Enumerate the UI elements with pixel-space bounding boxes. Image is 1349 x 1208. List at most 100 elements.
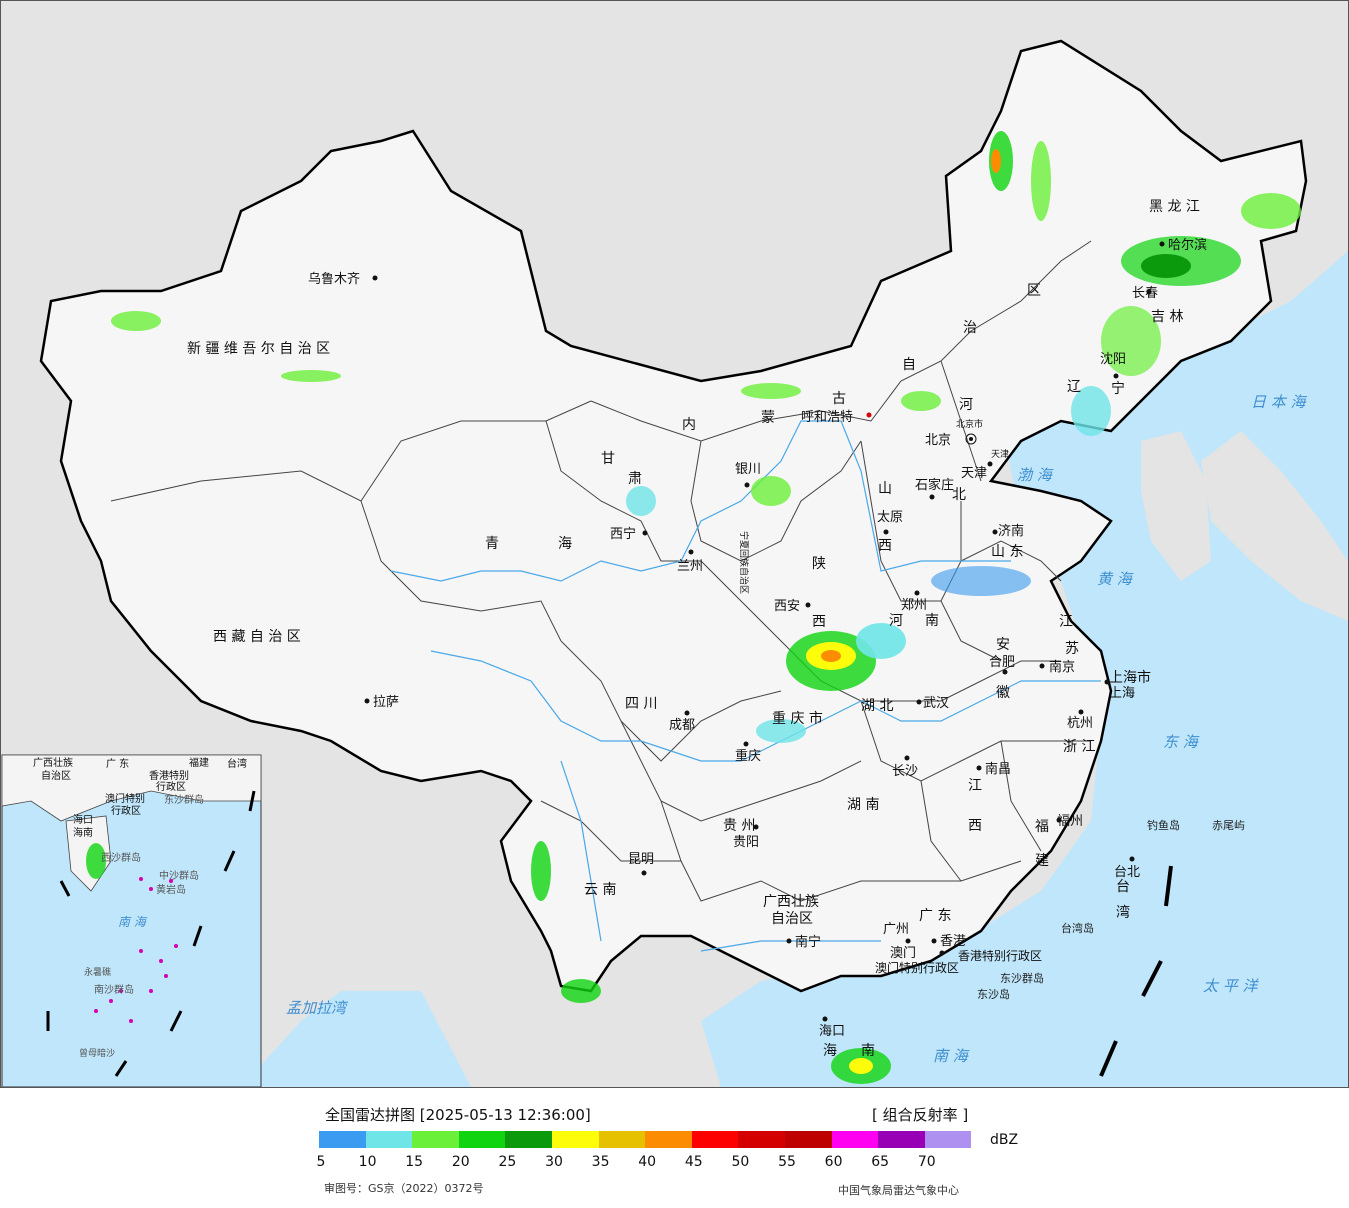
inset-label: 广西壮族 xyxy=(33,756,73,769)
city-label: 兰州 xyxy=(677,559,703,574)
inset-label: 福建 xyxy=(189,756,209,769)
city-label: 海口 xyxy=(819,1024,845,1039)
province-label: 河 xyxy=(959,397,973,413)
city-label: 上海 xyxy=(1109,686,1135,701)
province-label: 区 xyxy=(1027,283,1041,299)
province-label: 甘 xyxy=(601,451,615,467)
inset-label: 自治区 xyxy=(41,769,71,782)
color-scale-tick: 10 xyxy=(358,1154,377,1170)
city-label: 长沙 xyxy=(892,764,918,779)
color-scale-tick: 45 xyxy=(684,1154,703,1170)
inset-label: 澳门特别 xyxy=(105,792,145,805)
unit-label: dBZ xyxy=(990,1132,1019,1148)
province-label: 新 疆 维 吾 尔 自 治 区 xyxy=(187,341,330,357)
sea-label: 日 本 海 xyxy=(1251,393,1308,411)
province-label: 云 南 xyxy=(584,882,616,898)
province-label: 西 xyxy=(812,614,826,630)
map-canvas: 新 疆 维 吾 尔 自 治 区 西 藏 自 治 区 青 海 甘 肃 内 蒙 古 … xyxy=(1,39,1348,1087)
province-label: 青 xyxy=(485,536,499,552)
product-label: [ 组合反射率 ] xyxy=(872,1106,969,1124)
province-label: 贵 州 xyxy=(723,818,755,834)
city-label: 合肥 xyxy=(989,655,1015,670)
province-label: 西 xyxy=(968,818,982,834)
island-labels: 钓鱼岛 赤尾屿 台湾岛 东沙群岛 东沙岛 xyxy=(977,818,1245,1001)
province-label: 山 xyxy=(878,481,892,497)
sea-label: 东 海 xyxy=(1163,733,1200,751)
province-label: 广西壮族 xyxy=(763,894,819,910)
color-scale-tick: 35 xyxy=(591,1154,610,1170)
color-swatch xyxy=(878,1131,925,1148)
province-label: 台 xyxy=(1116,879,1130,895)
province-label: 北 xyxy=(952,487,966,503)
color-scale-tick: 30 xyxy=(545,1154,563,1170)
color-scale-tick: 70 xyxy=(917,1154,936,1170)
province-label: 内 xyxy=(682,417,696,433)
city-label: 台北 xyxy=(1114,865,1140,880)
city-label: 北京 xyxy=(925,433,951,448)
legend-panel: 全国雷达拼图 [2025-05-13 12:36:00] [ 组合反射率 ] d… xyxy=(0,1088,1349,1208)
province-label: 福 xyxy=(1035,819,1049,835)
province-label: 建 xyxy=(1035,853,1049,869)
province-label: 西 xyxy=(878,538,892,554)
province-label: 河 xyxy=(889,613,903,629)
inset-label: 黄岩岛 xyxy=(156,883,186,896)
color-swatch xyxy=(551,1131,599,1148)
province-label: 湖 南 xyxy=(847,797,879,813)
province-label: 湖 北 xyxy=(861,698,893,714)
province-label: 山 东 xyxy=(991,544,1023,560)
color-scale-tick: 65 xyxy=(871,1154,890,1170)
province-label: 南 xyxy=(861,1043,875,1059)
city-label: 银川 xyxy=(735,462,761,477)
inset-label: 广 东 xyxy=(106,757,129,770)
inset-sea-label: 南 海 xyxy=(118,915,148,929)
inset-label: 南沙群岛 xyxy=(94,983,134,996)
city-label: 重庆 xyxy=(735,748,761,764)
inset-label: 行政区 xyxy=(111,804,141,817)
province-label: 湾 xyxy=(1116,904,1130,921)
province-label: 海 xyxy=(823,1043,837,1059)
province-label: 治 xyxy=(963,320,977,336)
sea-labels: 渤 海 黄 海 东 海 南 海 日 本 海 太 平 洋 孟加拉湾 xyxy=(286,393,1308,1065)
korea-land xyxy=(1141,431,1211,581)
province-label: 自 xyxy=(902,357,916,373)
city-label: 南宁 xyxy=(795,934,821,950)
sea-area xyxy=(241,991,471,1087)
inset-label: 永暑礁 xyxy=(84,966,111,978)
review-number: 审图号：GS京（2022）0372号 xyxy=(324,1182,484,1195)
color-swatch xyxy=(598,1131,646,1148)
city-label: 昆明 xyxy=(628,852,654,867)
south-china-sea-inset: 广西壮族 自治区 广 东 福建 台湾 香港特别 行政区 澳门特别 行政区 东沙群… xyxy=(1,754,262,1087)
sea-label: 南 海 xyxy=(933,1047,970,1065)
city-label: 呼和浩特 xyxy=(801,410,853,425)
inset-label: 西沙群岛 xyxy=(101,851,141,864)
city-label: 天津 xyxy=(961,466,987,481)
color-swatch xyxy=(365,1131,413,1148)
inset-label: 海南 xyxy=(73,826,93,839)
province-label: 安 xyxy=(996,637,1010,653)
island-label: 台湾岛 xyxy=(1061,921,1094,935)
color-scale-tick: 25 xyxy=(498,1154,517,1170)
inset-label: 海口 xyxy=(73,813,93,826)
province-borders xyxy=(110,240,1092,902)
city-label: 哈尔滨 xyxy=(1168,237,1207,253)
province-label: 肃 xyxy=(628,471,642,487)
map-title: 全国雷达拼图 [2025-05-13 12:36:00] xyxy=(325,1106,591,1124)
city-label: 西宁 xyxy=(610,526,636,542)
province-label: 陕 xyxy=(812,556,826,572)
city-markers xyxy=(364,241,1165,1022)
city-label: 南昌 xyxy=(985,761,1011,777)
inset-label: 曾母暗沙 xyxy=(79,1047,115,1059)
color-swatch xyxy=(924,1131,972,1148)
city-label: 济南 xyxy=(998,523,1024,539)
color-scale-bar xyxy=(319,1131,972,1148)
island-label: 东沙群岛 xyxy=(1000,971,1044,985)
province-labels: 新 疆 维 吾 尔 自 治 区 西 藏 自 治 区 青 海 甘 肃 内 蒙 古 … xyxy=(187,199,1200,1059)
province-label: 西 藏 自 治 区 xyxy=(213,629,301,645)
province-label: 重 庆 市 xyxy=(772,710,823,727)
province-label: 四 川 xyxy=(625,696,657,712)
city-label: 广州 xyxy=(883,922,909,937)
city-label: 南京 xyxy=(1049,659,1075,675)
china-outline xyxy=(39,39,1308,993)
province-label: 徽 xyxy=(996,685,1010,701)
radar-map: 新 疆 维 吾 尔 自 治 区 西 藏 自 治 区 青 海 甘 肃 内 蒙 古 … xyxy=(0,0,1349,1088)
